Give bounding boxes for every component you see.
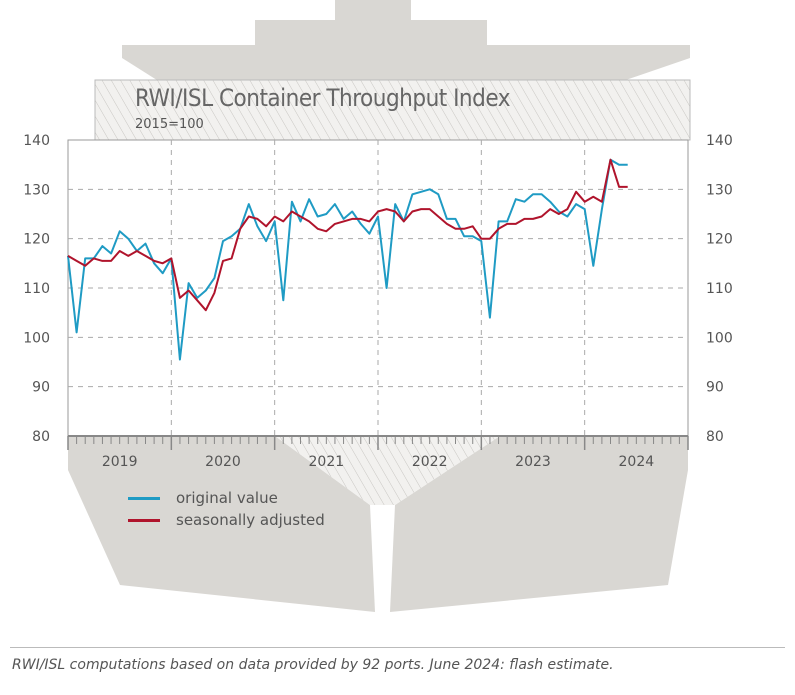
y-tick-right: 110 — [706, 281, 733, 297]
y-tick-left: 140 — [23, 133, 50, 149]
y-tick-left: 130 — [23, 182, 50, 198]
ship-background — [68, 0, 691, 612]
legend: original value seasonally adjusted — [128, 487, 325, 531]
series-line-seasonally-adjusted — [67, 158, 628, 312]
y-tick-right: 140 — [706, 133, 733, 149]
y-tick-left: 110 — [23, 281, 50, 297]
chart-subtitle: 2015=100 — [135, 117, 204, 132]
y-tick-left: 120 — [23, 232, 50, 248]
source-note: RWI/ISL computations based on data provi… — [12, 657, 614, 673]
legend-label: seasonally adjusted — [176, 511, 325, 529]
y-tick-right: 80 — [706, 429, 724, 445]
x-tick-label: 2023 — [515, 454, 551, 470]
series-line-original — [67, 158, 628, 361]
y-tick-right: 120 — [706, 232, 733, 248]
legend-label: original value — [176, 489, 278, 507]
y-tick-left: 80 — [32, 429, 50, 445]
x-tick-label: 2019 — [102, 454, 138, 470]
x-tick-label: 2021 — [309, 454, 345, 470]
x-tick-label: 2020 — [205, 454, 241, 470]
chart-title: RWI/ISL Container Throughput Index — [135, 84, 510, 112]
legend-item-original: original value — [128, 487, 325, 509]
divider — [10, 647, 785, 648]
legend-item-adjusted: seasonally adjusted — [128, 509, 325, 531]
y-tick-left: 100 — [23, 330, 50, 346]
y-tick-right: 130 — [706, 182, 733, 198]
x-tick-label: 2024 — [619, 454, 655, 470]
legend-swatch — [128, 518, 160, 522]
y-tick-left: 90 — [32, 380, 50, 396]
y-tick-right: 100 — [706, 330, 733, 346]
legend-swatch — [128, 496, 160, 500]
y-tick-right: 90 — [706, 380, 724, 396]
x-tick-label: 2022 — [412, 454, 448, 470]
